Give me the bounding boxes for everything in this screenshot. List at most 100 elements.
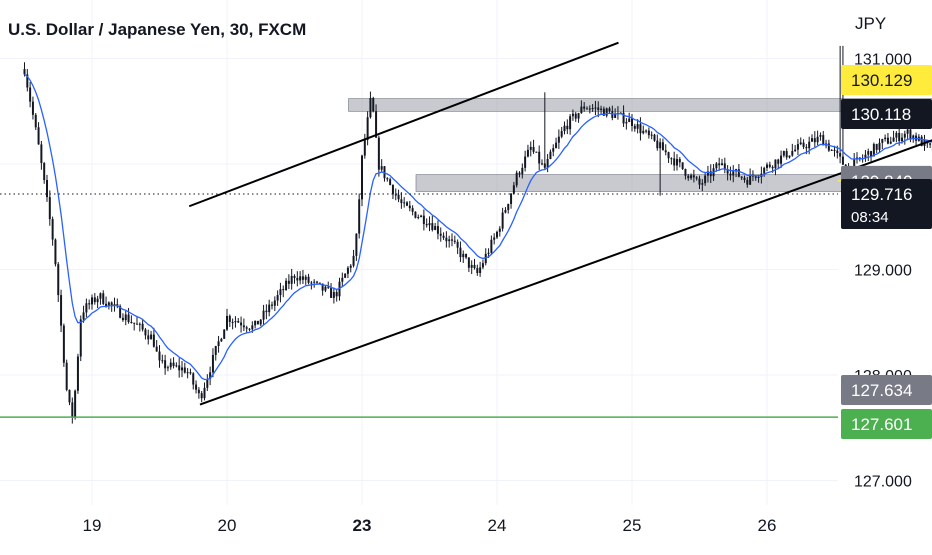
candle-body [164,360,166,368]
candle-body [150,335,152,340]
candle-body [527,150,529,157]
candle-body [729,174,731,176]
candle-body [153,335,155,347]
candle-body [544,163,546,167]
candle-body [243,325,245,327]
candle-body [482,263,484,267]
candle-body [693,175,695,177]
candle-body [609,108,611,111]
candle-body [516,173,518,186]
candle-body [409,206,411,208]
price-badge-label: 129.716 [851,185,912,204]
candle-body [192,373,194,384]
candle-body [524,157,526,168]
candle-body [263,311,265,320]
candle-body [462,254,464,257]
candle-body [445,238,447,241]
candle-body [99,293,101,298]
candle-body [884,138,886,139]
candle-body [24,69,26,74]
candle-body [504,210,506,212]
candle-body [347,268,349,274]
candle-body [496,232,498,238]
candle-body [271,305,273,306]
candle-body [83,312,85,319]
candle-body [696,177,698,178]
candle-body [403,202,405,203]
candle-body [831,150,833,151]
price-axis[interactable]: 131.000129.000128.000127.000130.129130.1… [841,52,932,491]
candle-body [575,114,577,119]
candle-body [128,314,130,322]
candle-body [226,316,228,330]
candle-body [665,150,667,152]
x-tick-label: 20 [218,516,237,535]
candle-body [417,217,419,218]
candle-body [71,402,73,416]
candle-body [718,163,720,165]
candle-body [268,305,270,313]
candle-body [876,144,878,150]
candle-body [783,151,785,156]
candle-body [541,163,543,164]
candle-body [412,208,414,212]
candle-body [817,137,819,142]
candle-body [502,213,504,229]
candle-body [881,139,883,143]
candle-body [257,321,259,325]
candle-body [170,363,172,368]
candle-body [510,194,512,204]
candle-body [555,143,557,148]
candle-body [676,159,678,165]
candle-body [406,202,408,205]
candle-body [569,116,571,129]
candle-body [780,156,782,164]
candle-body [651,135,653,136]
candle-body [254,321,256,325]
candle-body [887,138,889,144]
candle-body [741,177,743,178]
x-tick-label: 19 [83,516,102,535]
candle-body [218,341,220,346]
candle-body [139,324,141,325]
candle-body [372,98,374,111]
candle-body [423,216,425,224]
candle-body [173,363,175,366]
candle-body [156,347,158,352]
candle-body [249,329,251,330]
price-badge-countdown: 08:34 [851,209,889,226]
candle-body [398,195,400,199]
candle-body [344,274,346,278]
candle-body [448,239,450,241]
x-tick-label: 23 [353,516,372,535]
candle-body [786,151,788,157]
candle-body [251,325,253,329]
candle-body [63,326,65,363]
candle-body [631,119,633,126]
candle-body [552,148,554,152]
candle-body [341,278,343,282]
candle-body [890,142,892,144]
candle-body [246,327,248,328]
candle-body [215,346,217,355]
candle-body [375,111,377,137]
candle-body [324,287,326,291]
candle-body [369,98,371,117]
candle-body [144,330,146,336]
candle-body [220,339,222,342]
grid [0,0,838,505]
candle-body [637,124,639,129]
candle-body [274,301,276,306]
candle-body [549,152,551,159]
candle-body [35,115,37,127]
candle-body [774,160,776,169]
candle-body [175,365,177,366]
candle-body [161,360,163,361]
candle-body [738,169,740,176]
candle-body [38,127,40,144]
candle-body [485,254,487,263]
candle-body [513,185,515,193]
